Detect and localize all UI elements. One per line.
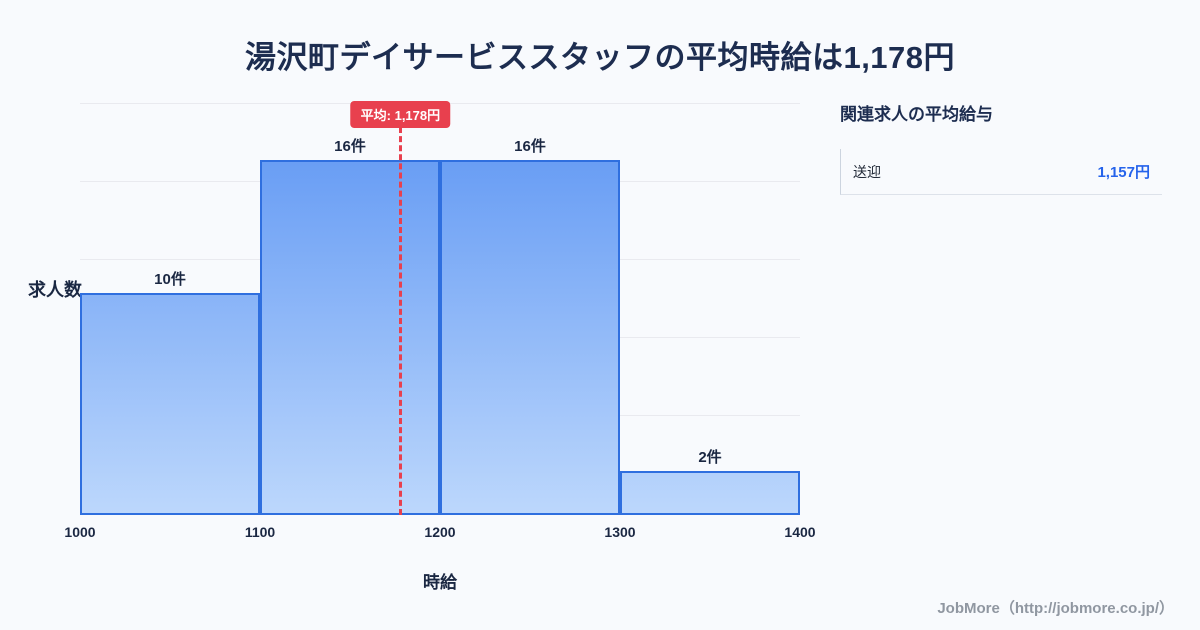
related-job-label: 送迎 — [853, 163, 881, 180]
bar-count-label: 10件 — [154, 271, 186, 288]
histogram-plot-area: 10件 16件 16件 2件 平均: 1,178円 — [80, 101, 800, 515]
y-axis-label: 求人数 — [28, 280, 82, 300]
bar-count-label: 2件 — [698, 449, 722, 466]
x-tick-label: 1100 — [244, 524, 276, 540]
bar-count-label: 16件 — [514, 138, 546, 155]
x-axis-ticks: 1000 1100 1200 1300 1400 — [64, 524, 815, 544]
footer-credit: JobMore（http://jobmore.co.jp/） — [937, 600, 1174, 617]
x-axis-label: 時給 — [423, 573, 457, 592]
x-tick-label: 1300 — [604, 524, 636, 540]
related-jobs-panel-title: 関連求人の平均給与 — [840, 105, 993, 124]
page-title: 湯沢町デイサービススタッフの平均時給は1,178円 — [244, 40, 956, 75]
related-jobs-panel: 関連求人の平均給与 送迎 1,157円 — [840, 100, 1162, 195]
x-tick-label: 1200 — [424, 524, 456, 540]
histogram-bar-1000-1100 — [80, 293, 260, 515]
related-job-value: 1,157円 — [1097, 164, 1150, 181]
average-line — [398, 127, 402, 515]
histogram-bar-1100-1200 — [260, 160, 440, 515]
bar-count-label: 16件 — [334, 138, 366, 155]
histogram-bar-1200-1300 — [440, 160, 620, 515]
x-tick-label: 1000 — [64, 524, 96, 540]
related-jobs-list: 送迎 1,157円 — [840, 149, 1162, 195]
x-tick-label: 1400 — [784, 524, 816, 540]
related-job-row: 送迎 1,157円 — [840, 149, 1162, 195]
average-badge: 平均: 1,178円 — [350, 101, 451, 128]
histogram-bar-1300-1400 — [620, 471, 800, 515]
